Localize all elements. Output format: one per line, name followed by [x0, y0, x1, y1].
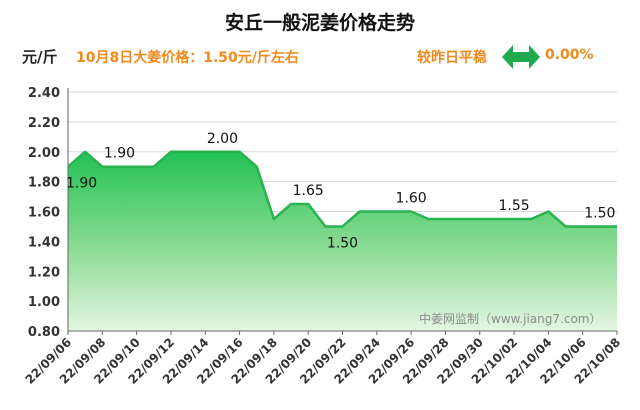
double-arrow-icon — [502, 45, 540, 69]
data-label: 2.00 — [207, 131, 238, 147]
chart-title: 安丘一般泥姜价格走势 — [224, 12, 415, 34]
compare-label: 较昨日平稳 — [417, 50, 487, 66]
data-label: 1.55 — [498, 198, 529, 214]
data-label: 1.50 — [584, 205, 615, 221]
y-tick-label: 1.40 — [28, 235, 60, 250]
price-note: 10月8日大姜价格：1.50元/斤左右 — [76, 50, 299, 66]
y-tick-label: 1.00 — [28, 295, 60, 310]
y-tick-label: 2.00 — [28, 146, 60, 161]
data-label: 1.60 — [396, 191, 427, 207]
y-tick-label: 2.20 — [28, 116, 60, 131]
data-label: 1.90 — [104, 146, 135, 162]
y-tick-label: 1.20 — [28, 265, 60, 280]
y-tick-label: 2.40 — [28, 86, 60, 101]
y-tick-label: 1.60 — [28, 206, 60, 221]
y-tick-label: 1.80 — [28, 176, 60, 191]
y-tick-label: 0.80 — [28, 325, 60, 340]
compare-value: 0.00% — [545, 47, 594, 63]
price-area — [68, 151, 617, 331]
price-line — [67, 150, 617, 228]
watermark: 中姜网监制（www.jiang7.com） — [419, 311, 601, 326]
data-label: 1.90 — [66, 176, 97, 192]
data-label: 1.50 — [327, 235, 358, 251]
unit-label: 元/斤 — [22, 48, 58, 66]
data-label: 1.65 — [293, 183, 324, 199]
